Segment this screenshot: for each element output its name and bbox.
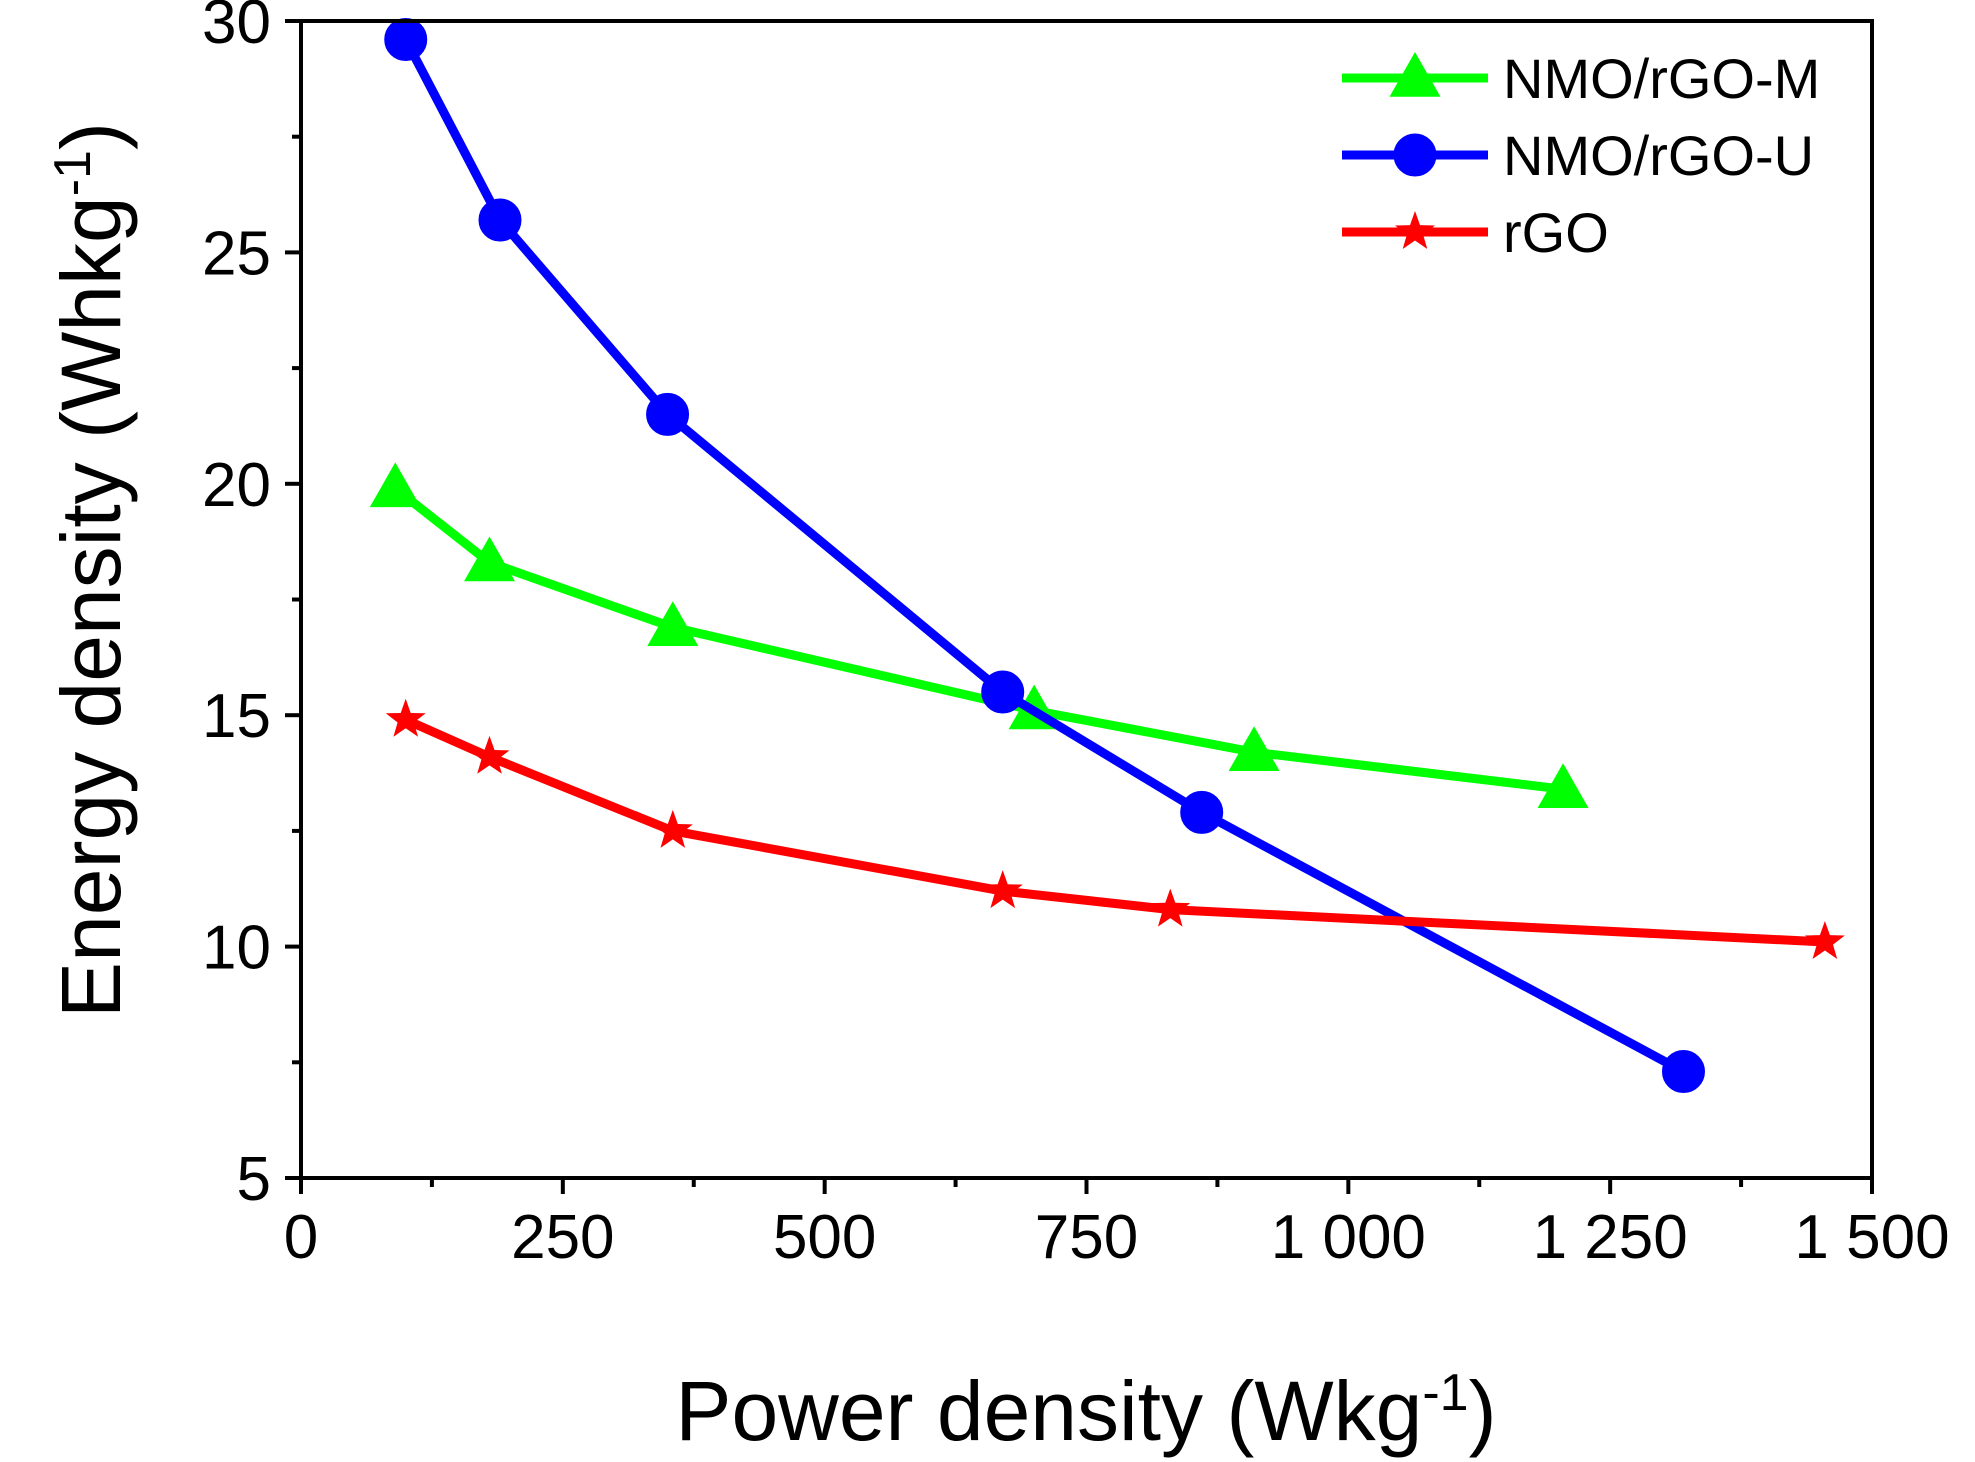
y-tick-label: 15 [202, 682, 271, 751]
legend: NMO/rGO-M NMO/rGO-U rGO [1342, 47, 1820, 264]
y-tick-label: 25 [202, 219, 271, 288]
series-line-nmo-rgo-m [390, 483, 1568, 794]
y-tick-label: 10 [202, 914, 271, 983]
data-point-nmo-rgo-u [478, 198, 522, 242]
legend-label-rgo: rGO [1503, 201, 1609, 264]
x-tick-label: 500 [773, 1203, 876, 1272]
data-point-nmo-rgo-m [369, 462, 421, 508]
data-point-rgo [1150, 888, 1191, 927]
y-tick-label: 5 [237, 1145, 271, 1214]
y-tick-label: 30 [202, 0, 271, 57]
x-tick-label: 750 [1035, 1203, 1138, 1272]
data-point-rgo [982, 870, 1023, 909]
legend-label-nmo-rgo-m: NMO/rGO-M [1503, 47, 1820, 110]
x-tick-label: 0 [284, 1203, 318, 1272]
x-axis-title: Power density (Wkg-1) [675, 1364, 1496, 1458]
x-tick-label: 1 250 [1533, 1203, 1688, 1272]
data-point-rgo [469, 735, 510, 774]
data-point-nmo-rgo-m [1228, 726, 1280, 771]
data-point-nmo-rgo-u [384, 18, 428, 62]
y-axis-title-sup: -1 [44, 150, 102, 196]
legend-marker-rgo [1395, 211, 1435, 249]
plot-frame [299, 19, 1874, 1180]
series-line-rgo [401, 715, 1830, 947]
y-axis-title: Energy density (Whkg-1) [44, 122, 138, 1018]
legend-marker-nmo-rgo-u [1393, 133, 1437, 177]
data-point-nmo-rgo-m [464, 536, 515, 582]
x-tick-label: 1 000 [1271, 1203, 1426, 1272]
data-point-rgo [652, 809, 693, 848]
x-tick-label: 1 500 [1794, 1203, 1949, 1272]
data-point-nmo-rgo-m [647, 601, 699, 646]
data-point-rgo [385, 698, 426, 737]
data-point-nmo-rgo-u [981, 670, 1025, 714]
data-point-rgo [1804, 921, 1845, 959]
y-tick-label: 20 [202, 451, 271, 520]
data-point-nmo-rgo-u [1661, 1050, 1705, 1094]
data-point-nmo-rgo-u [646, 392, 690, 436]
x-tick-label: 250 [511, 1203, 614, 1272]
data-point-nmo-rgo-u [1180, 790, 1224, 834]
legend-label-nmo-rgo-u: NMO/rGO-U [1503, 124, 1814, 187]
legend-marker-nmo-rgo-m [1389, 52, 1441, 97]
data-point-nmo-rgo-m [1537, 763, 1589, 808]
series-line-nmo-rgo-u [401, 35, 1688, 1077]
x-axis-title-sup: -1 [1422, 1364, 1468, 1422]
